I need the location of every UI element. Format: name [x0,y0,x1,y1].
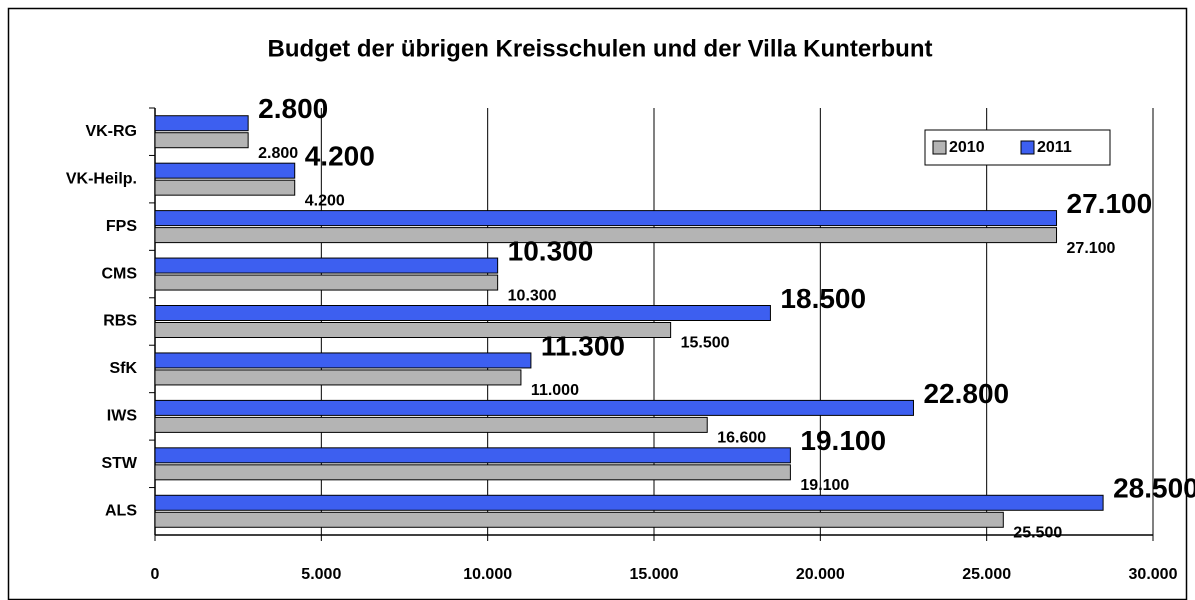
y-tick-label: IWS [107,408,138,425]
bar [154,210,1058,227]
bar [154,352,532,369]
chart-title: Budget der übrigen Kreisschulen und der … [268,35,933,62]
x-tick-label: 30.000 [1129,566,1178,583]
y-tick-label: CMS [101,265,137,282]
bar [154,447,791,464]
value-label: 11.300 [541,330,625,361]
y-tick-label: FPS [106,218,137,235]
value-label: 19.100 [800,477,849,494]
y-tick-label: ALS [105,502,137,519]
bar [154,162,296,179]
legend-swatch [932,140,947,155]
x-tick-label: 25.000 [962,566,1011,583]
value-label: 19.100 [800,425,886,456]
value-label: 4.200 [305,192,345,209]
value-label: 28.500 [1113,473,1195,504]
bar [154,494,1104,511]
bar [154,132,249,149]
legend-label: 2010 [949,139,985,156]
bar [154,322,672,338]
bar [154,274,499,291]
x-tick-label: 5.000 [301,566,341,583]
value-label: 22.800 [923,378,1009,409]
value-label: 2.800 [258,145,298,162]
x-tick-label: 0 [151,566,160,583]
bar [154,179,296,196]
value-label: 10.300 [508,235,594,266]
bar [154,511,1004,528]
value-label: 27.100 [1067,240,1116,257]
y-tick-label: STW [101,455,137,472]
y-tick-label: RBS [103,313,137,330]
legend-box [924,129,1111,166]
x-tick-label: 15.000 [630,566,679,583]
bar [154,115,249,132]
bar [154,369,522,386]
value-label: 2.800 [258,93,328,124]
bar [154,305,771,321]
legend-label: 2011 [1037,139,1072,156]
bar [154,227,1058,244]
y-tick-label: SfK [109,360,137,377]
y-tick-label: VK-RG [85,123,137,140]
value-label: 18.500 [780,283,866,314]
bar [154,464,791,481]
x-tick-label: 10.000 [463,566,512,583]
bar [154,416,708,433]
value-label: 10.300 [508,287,557,304]
value-label: 16.600 [717,430,766,447]
value-label: 15.500 [681,335,730,352]
legend-swatch [1020,140,1035,155]
y-tick-label: VK-Heilp. [66,170,137,187]
value-label: 11.000 [531,382,579,399]
x-tick-label: 20.000 [796,566,845,583]
bar [154,399,914,416]
value-label: 4.200 [305,141,375,172]
bar [154,257,499,274]
value-label: 25.500 [1013,524,1062,541]
value-label: 27.100 [1067,188,1153,219]
chart-border [7,7,1188,600]
